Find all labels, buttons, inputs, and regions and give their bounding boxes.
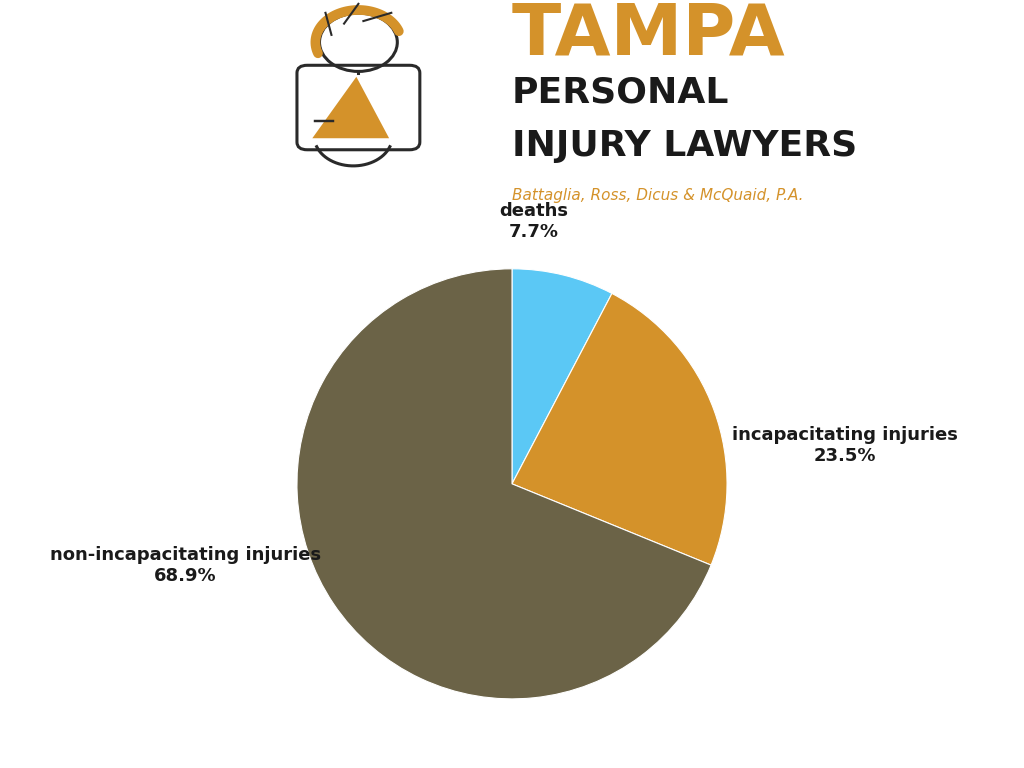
Wedge shape — [297, 269, 711, 699]
Wedge shape — [512, 293, 727, 565]
Wedge shape — [512, 269, 612, 484]
Text: Battaglia, Ross, Dicus & McQuaid, P.A.: Battaglia, Ross, Dicus & McQuaid, P.A. — [512, 188, 804, 204]
Text: deaths
7.7%: deaths 7.7% — [499, 202, 568, 241]
Text: TAMPA: TAMPA — [512, 0, 785, 69]
Text: non-incapacitating injuries
68.9%: non-incapacitating injuries 68.9% — [49, 546, 321, 585]
Text: incapacitating injuries
23.5%: incapacitating injuries 23.5% — [732, 425, 958, 465]
Polygon shape — [312, 77, 389, 138]
Text: INJURY LAWYERS: INJURY LAWYERS — [512, 129, 857, 163]
Text: PERSONAL: PERSONAL — [512, 75, 729, 109]
